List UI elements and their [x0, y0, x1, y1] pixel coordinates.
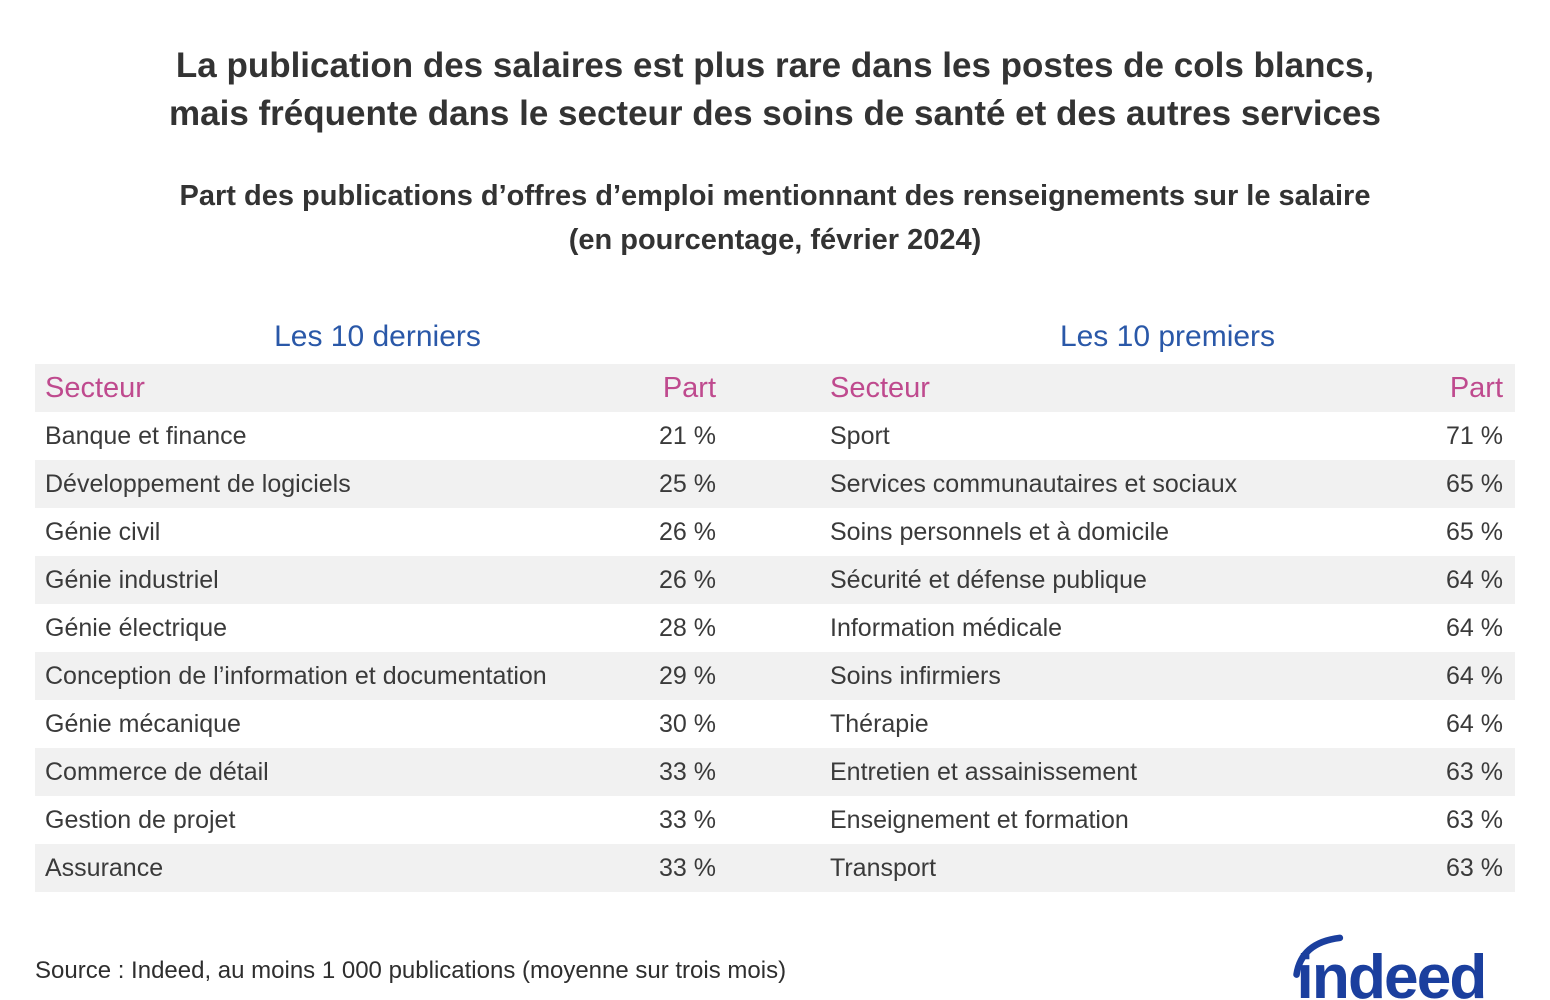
sector-cell: Thérapie [830, 709, 929, 738]
table-row: Génie mécanique 30 % Thérapie 64 % [35, 700, 1515, 748]
indeed-logo-icon: indeed [1293, 934, 1487, 1000]
source-note: Source : Indeed, au moins 1 000 publicat… [35, 956, 787, 984]
sector-cell: Soins personnels et à domicile [830, 517, 1170, 546]
column-header-secteur-right: Secteur [830, 371, 930, 404]
part-cell: 71 % [1446, 421, 1503, 450]
group-label-bottom10: Les 10 derniers [274, 320, 481, 353]
sector-cell: Enseignement et formation [830, 805, 1129, 834]
part-cell: 63 % [1446, 757, 1503, 786]
table-row: Commerce de détail 33 % Entretien et ass… [35, 748, 1515, 796]
page-title-line1: La publication des salaires est plus rar… [175, 46, 1375, 85]
sector-cell: Information médicale [830, 613, 1063, 642]
part-cell: 64 % [1446, 565, 1503, 594]
sector-cell: Sécurité et défense publique [830, 565, 1147, 594]
sector-cell: Génie industriel [45, 565, 219, 594]
table-row: Banque et finance 21 % Sport 71 % [35, 412, 1515, 460]
footer: Source : Indeed, au moins 1 000 publicat… [35, 930, 1515, 1000]
part-cell: 26 % [659, 565, 716, 594]
part-cell: 28 % [659, 613, 716, 642]
table-row: Génie électrique 28 % Information médica… [35, 604, 1515, 652]
column-header-part-right: Part [1449, 371, 1503, 404]
group-label-top10: Les 10 premiers [1059, 320, 1276, 353]
part-cell: 33 % [659, 805, 716, 834]
column-header-secteur-left: Secteur [45, 371, 145, 404]
part-cell: 30 % [659, 709, 716, 738]
part-cell: 33 % [659, 853, 716, 882]
page-subtitle-line2: (en pourcentage, février 2024) [568, 224, 982, 256]
table-row: Conception de l’information et documenta… [35, 652, 1515, 700]
part-cell: 64 % [1446, 613, 1503, 642]
page-title-line2: mais fréquente dans le secteur des soins… [169, 94, 1381, 133]
part-cell: 65 % [1446, 517, 1503, 546]
table-row: Développement de logiciels 25 % Services… [35, 460, 1515, 508]
ranking-tables: Les 10 derniers Les 10 premiers Secteur … [35, 320, 1515, 892]
part-cell: 26 % [659, 517, 716, 546]
sector-cell: Services communautaires et sociaux [830, 469, 1238, 498]
part-cell: 63 % [1446, 805, 1503, 834]
part-cell: 33 % [659, 757, 716, 786]
page-title: La publication des salaires est plus rar… [0, 42, 1550, 138]
table-body: Secteur Part Secteur Part Banque et fina… [35, 364, 1515, 892]
part-cell: 21 % [659, 421, 716, 450]
page-subtitle-line1: Part des publications d’offres d’emploi … [179, 180, 1371, 212]
sector-cell: Soins infirmiers [830, 661, 1001, 690]
part-cell: 63 % [1446, 853, 1503, 882]
part-cell: 65 % [1446, 469, 1503, 498]
table-row: Assurance 33 % Transport 63 % [35, 844, 1515, 892]
column-header-part-left: Part [662, 371, 716, 404]
sector-cell: Conception de l’information et documenta… [45, 661, 547, 690]
table-row: Gestion de projet 33 % Enseignement et f… [35, 796, 1515, 844]
sector-cell: Sport [830, 421, 890, 450]
sector-cell: Génie civil [45, 517, 161, 546]
part-cell: 25 % [659, 469, 716, 498]
part-cell: 64 % [1446, 709, 1503, 738]
sector-cell: Transport [830, 853, 937, 882]
sector-cell: Assurance [45, 853, 164, 882]
sector-cell: Banque et finance [45, 421, 247, 450]
part-cell: 29 % [659, 661, 716, 690]
sector-cell: Génie mécanique [45, 709, 241, 738]
group-labels: Les 10 derniers Les 10 premiers [35, 320, 1515, 354]
table-row: Génie industriel 26 % Sécurité et défens… [35, 556, 1515, 604]
page-subtitle: Part des publications d’offres d’emploi … [0, 174, 1550, 262]
table-header-row: Secteur Part Secteur Part [35, 364, 1515, 412]
indeed-logo: indeed [1289, 930, 1515, 1000]
table-row: Génie civil 26 % Soins personnels et à d… [35, 508, 1515, 556]
sector-cell: Développement de logiciels [45, 469, 351, 498]
column-gap [720, 320, 820, 354]
sector-cell: Génie électrique [45, 613, 228, 642]
sector-cell: Commerce de détail [45, 757, 269, 786]
indeed-logo-text: indeed [1297, 943, 1486, 1000]
sector-cell: Gestion de projet [45, 805, 236, 834]
part-cell: 64 % [1446, 661, 1503, 690]
infographic: La publication des salaires est plus rar… [0, 42, 1550, 1000]
sector-cell: Entretien et assainissement [830, 757, 1138, 786]
